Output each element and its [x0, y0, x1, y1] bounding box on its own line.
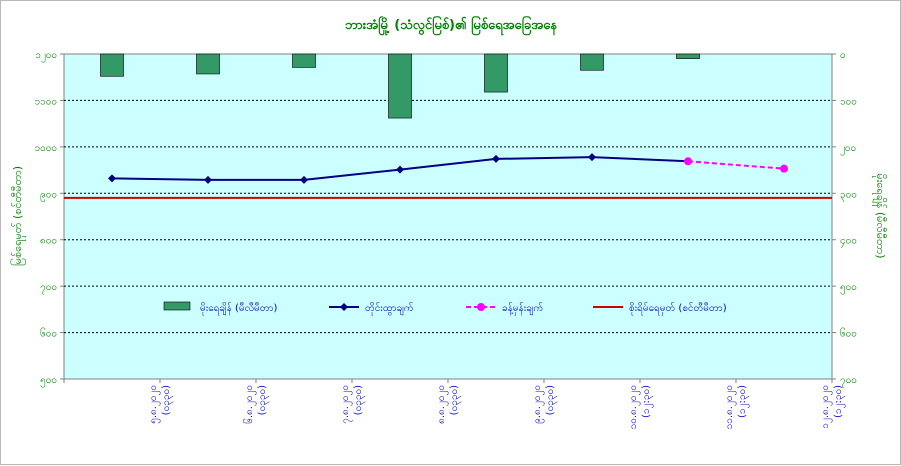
- y-left-tick-label: ၁၁၀၀: [35, 96, 58, 107]
- x-tick-label: (၀၃၃၀): [449, 385, 462, 415]
- forecast-point: [684, 157, 692, 166]
- rainfall-bar: [292, 53, 316, 68]
- observed-point: [300, 175, 308, 184]
- x-tick-label: (၀၃၃၀): [161, 385, 174, 415]
- x-tick-label: ၁၀.၈.၂၀၂၀: [628, 385, 641, 429]
- y-left-tick-label: ၅၀၀: [40, 375, 57, 388]
- rainfall-bar: [580, 53, 604, 71]
- x-tick-label: (၀၃၃၀): [545, 385, 558, 415]
- observed-point: [204, 175, 212, 184]
- x-tick-label: ၁၁.၈.၂၀၂၀: [724, 385, 737, 429]
- x-tick-label: ၇.၈.၂၀၂၀: [340, 385, 353, 424]
- x-tick-label: (၁၂:၃၀): [737, 385, 750, 418]
- x-tick-label-group: ၅.၈.၂၀၂၀ (၀၃၃၀): [148, 385, 174, 424]
- legend-label: ခန့်မှန်းချက်: [502, 301, 543, 316]
- rainfall-bars: [100, 53, 700, 119]
- chart-title: ဘားအံမြို့ (သံလွင်မြစ်)၏ မြစ်ရေအခြေအနေ: [345, 15, 558, 36]
- y-left-tick-label: ၁၀၀၀: [35, 143, 58, 154]
- observed-point: [396, 165, 404, 174]
- x-tick-label: (၁၂:၃၀): [833, 385, 846, 418]
- observed-point: [108, 174, 116, 183]
- y-right-tick-label: ၀: [840, 50, 846, 61]
- legend: မိုးရေချိန် (မီလီမီတာ) တိုင်းထွာချက် ခန့်မ…: [163, 301, 727, 316]
- y-axis-right-title: မိုးရေချိန် (မီလီမီတာ): [872, 173, 887, 258]
- observed-point: [588, 153, 596, 162]
- x-tick-label-group: ၁၂.၈.၂၀၂၀ (၁၂:၃၀): [820, 385, 846, 429]
- x-tick-label-group: ၆.၈.၂၀၂၀ (၀၃၃၀): [242, 385, 270, 424]
- y-right-tick-label: ၁၀၀: [840, 96, 857, 107]
- y-right-tick-label: ၂၀၀: [840, 143, 856, 156]
- y-left-tick-label: ၆၀၀: [40, 327, 57, 340]
- y-left-tick-label: ၉၀၀: [40, 189, 57, 202]
- y-left-tick-label: ၇၀၀: [40, 282, 57, 295]
- x-tick-label-group: ၉.၈.၂၀၂၀ (၀၃၃၀): [532, 385, 558, 424]
- y-right-tick-label: ၇၀၀: [840, 375, 857, 388]
- x-tick-label-group: ၈.၈.၂၀၂၀ (၀၃၃၀): [436, 385, 462, 424]
- y-right-tick-label: ၆၀၀: [840, 327, 857, 340]
- gridlines: [64, 99, 832, 334]
- series-lines: [64, 153, 832, 199]
- x-tick-label: ၅.၈.၂၀၂၀: [148, 385, 161, 424]
- y-right-tick-label: ၅၀၀: [840, 282, 857, 295]
- legend-label: မိုးရေချိန် (မီလီမီတာ): [200, 301, 278, 316]
- observed-point: [492, 154, 500, 163]
- forecast-line: [687, 160, 785, 170]
- legend-swatch-rainfall: [163, 301, 191, 311]
- legend-label: စိုးရိမ်ရေမှတ် (စင်တီမီတာ): [629, 301, 727, 316]
- legend-label: တိုင်းထွာချက်: [365, 301, 414, 316]
- rainfall-bar: [388, 53, 412, 119]
- y-left-tick-label: ၈၀၀: [40, 236, 57, 247]
- legend-marker-observed: [340, 303, 348, 311]
- y-left-tick-label: ၁၂၀၀: [35, 50, 57, 63]
- rainfall-bar: [100, 53, 124, 77]
- rainfall-bar: [676, 53, 700, 59]
- forecast-point: [780, 164, 788, 173]
- x-tick-label-group: ၁၁.၈.၂၀၂၀ (၁၂:၃၀): [724, 385, 750, 429]
- plot-area: [63, 53, 833, 380]
- x-tick-label-group: ၇.၈.၂၀၂၀ (၀၃၃၀): [340, 385, 366, 424]
- rainfall-bar: [484, 53, 508, 93]
- x-tick-label: ၈.၈.၂၀၂၀: [436, 385, 449, 424]
- rainfall-bar: [196, 53, 220, 75]
- x-tick-label: ၁၂.၈.၂၀၂၀: [820, 385, 833, 429]
- x-tick-label: (၁၂:၃၀): [641, 385, 654, 418]
- x-tick-label: (၀၃၃၀): [353, 385, 366, 415]
- y-right-tick-label: ၄၀၀: [840, 236, 857, 249]
- y-right-tick-label: ၃၀၀: [840, 189, 857, 202]
- x-tick-label: (၀၃၃၀): [257, 385, 270, 415]
- x-tick-label: ၆.၈.၂၀၂၀: [242, 385, 257, 424]
- x-tick-label: ၉.၈.၂၀၂၀: [532, 385, 545, 424]
- x-tick-label-group: ၁၀.၈.၂၀၂၀ (၁၂:၃၀): [628, 385, 654, 429]
- legend-marker-forecast: [477, 303, 485, 311]
- y-axis-left-title: မြစ်ရေမှတ် (စင်တီမီတာ): [10, 166, 26, 266]
